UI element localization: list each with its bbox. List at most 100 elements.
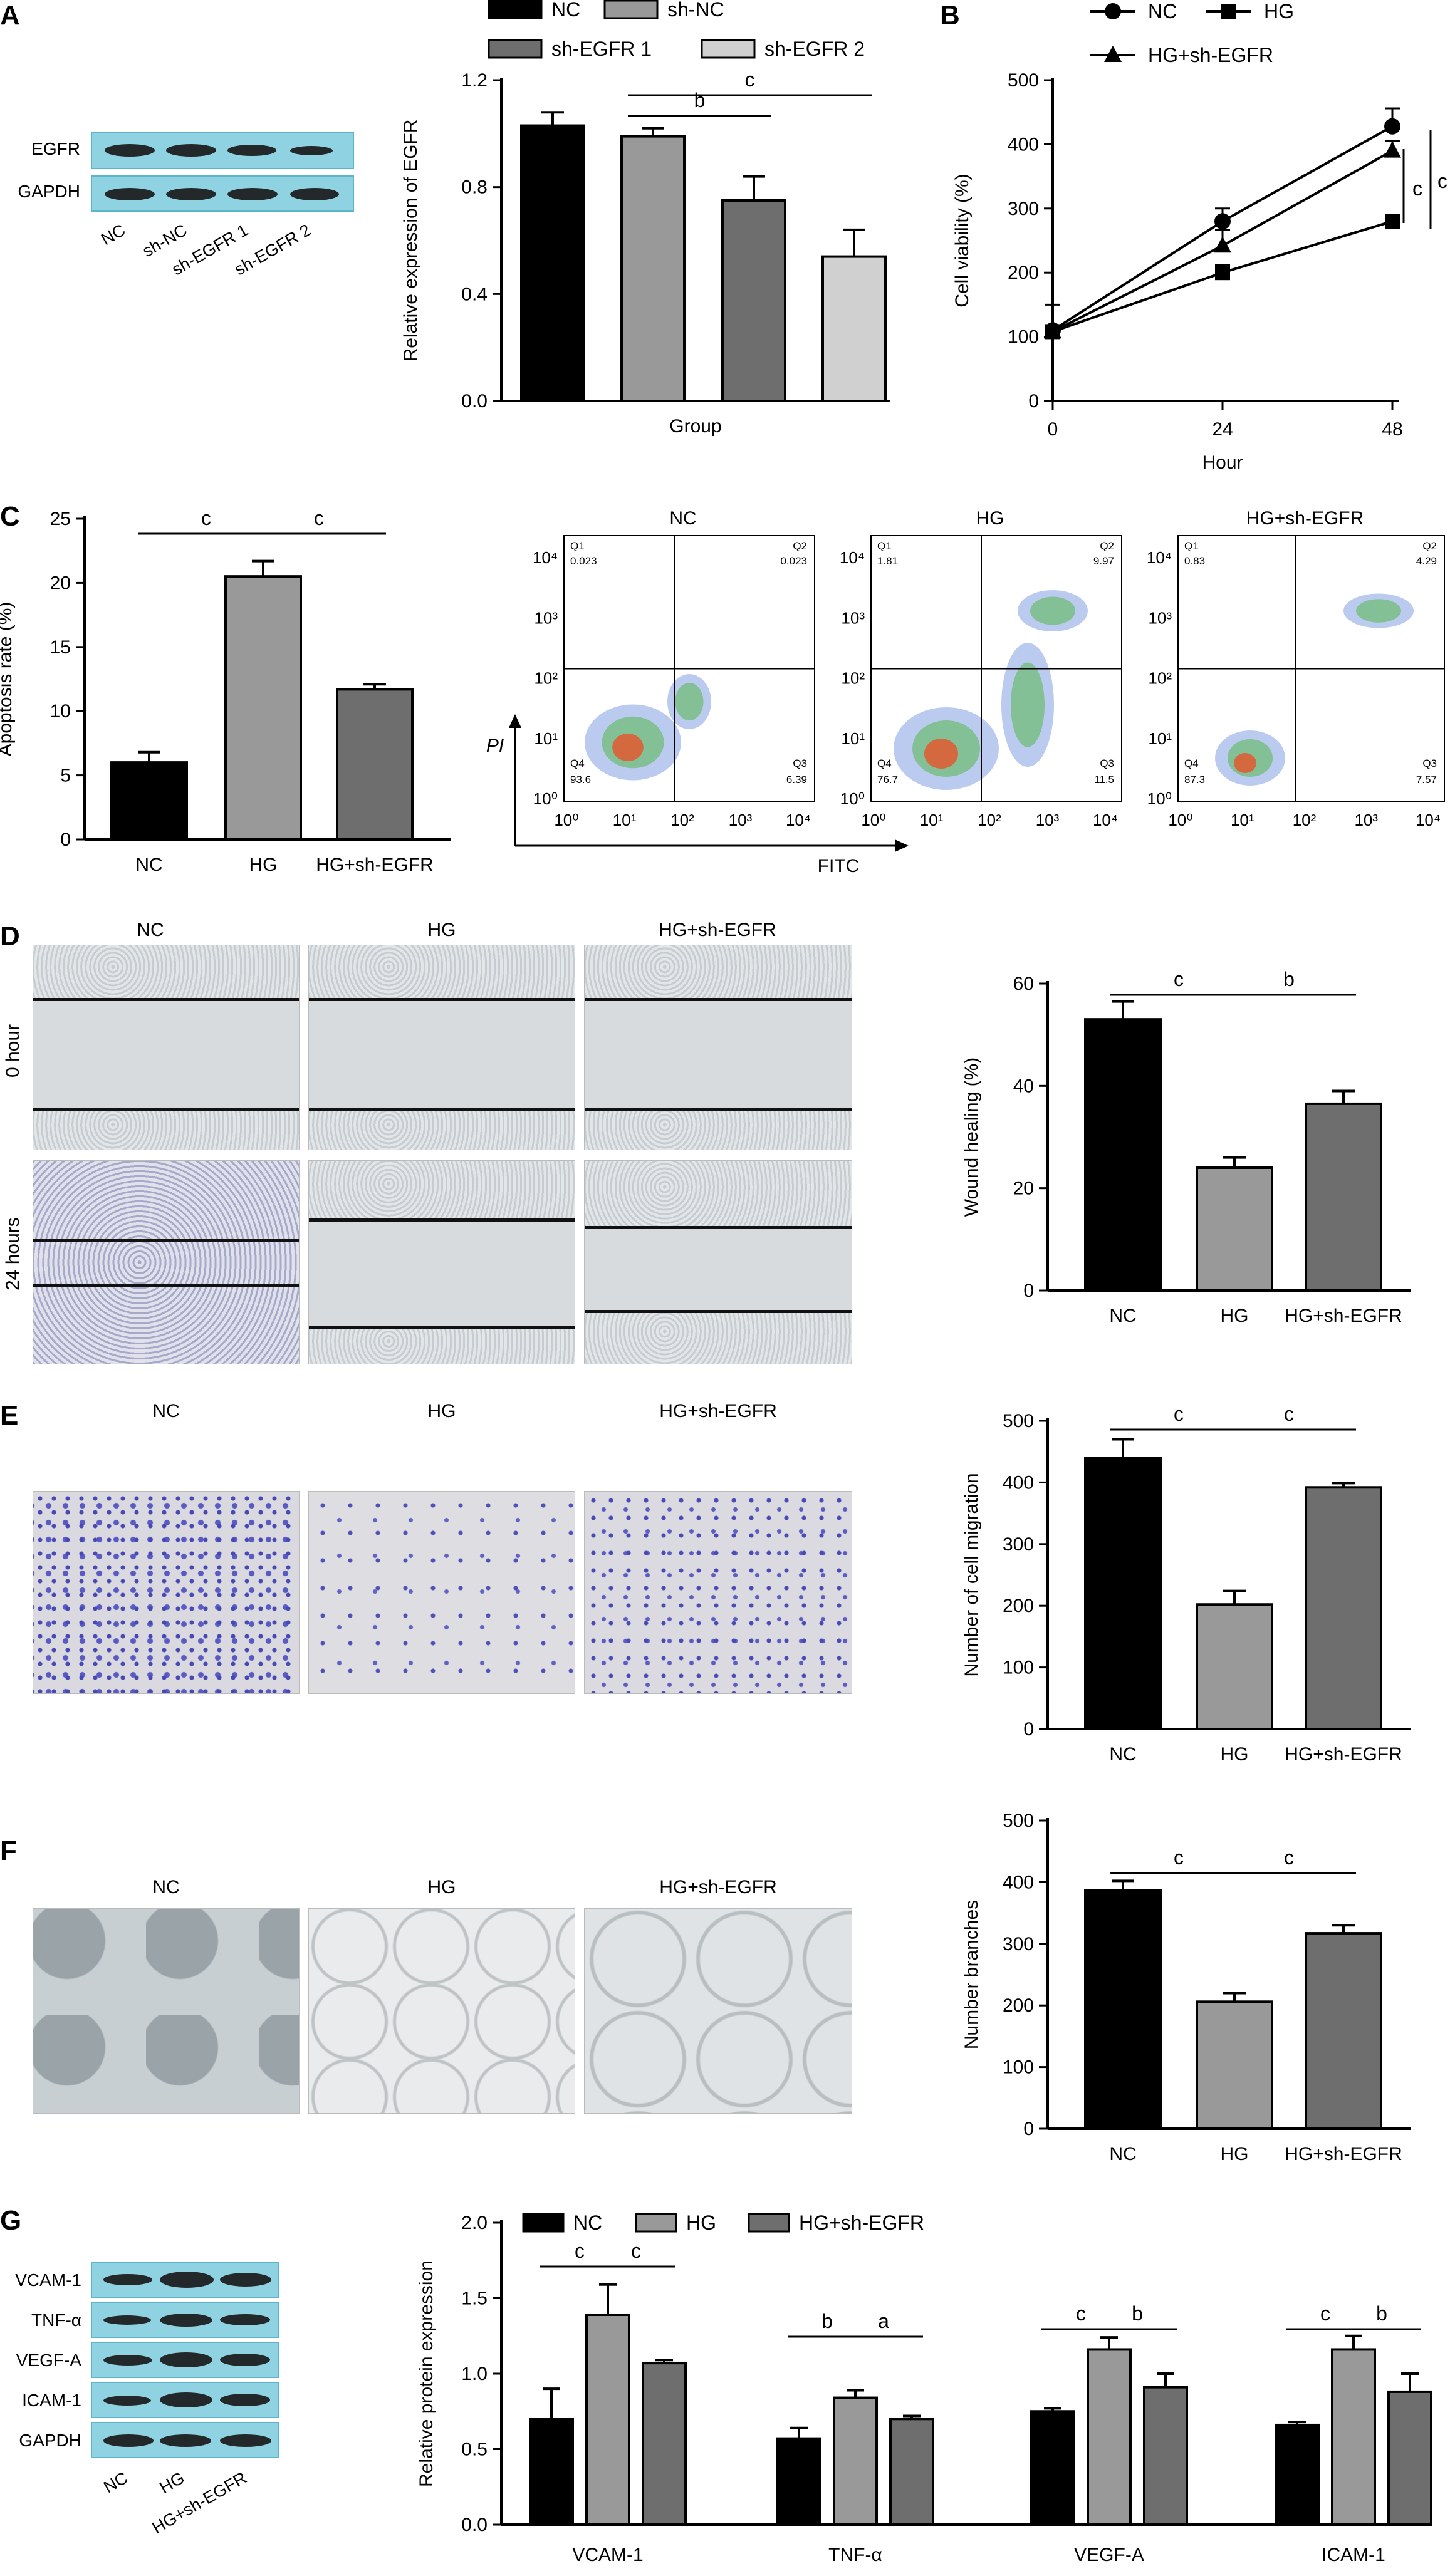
x-tick-label: HG	[1221, 1744, 1249, 1765]
flow-title: HG	[976, 508, 1004, 529]
y-tick-label: 0.5	[461, 2439, 488, 2460]
y-tick-label: 100	[1003, 2057, 1034, 2078]
quadrant-value: 4.29	[1416, 555, 1437, 567]
flow-y-tick: 10³	[841, 608, 865, 627]
significance-label: c	[1174, 968, 1184, 990]
point-HG+sh-EGFR	[1214, 236, 1231, 253]
bar-ICAM-1-HG	[1331, 2348, 1376, 2526]
blot-band	[166, 144, 216, 157]
y-tick-label: 300	[1003, 1534, 1034, 1555]
scratch-edge-line	[585, 1310, 852, 1313]
quadrant-label: Q4	[1184, 757, 1199, 769]
x-tick-label: TNF-α	[828, 2545, 882, 2565]
quadrant-label: Q1	[1184, 540, 1199, 552]
flow-x-tick: 10²	[670, 811, 694, 829]
y-tick-label: 40	[1013, 1076, 1034, 1096]
blot-band	[160, 2352, 212, 2367]
y-tick-label: 5	[60, 766, 71, 786]
flow-y-tick: 10²	[841, 669, 865, 688]
flow-density	[1030, 596, 1075, 625]
significance-label: b	[821, 2310, 833, 2332]
blot-g-label-tnfa: TNF-α	[31, 2310, 81, 2330]
x-tick-label: HG	[249, 854, 278, 875]
flow-y-tick: 10⁰	[533, 789, 558, 808]
f-title-hg: HG	[427, 1877, 456, 1898]
e-title-hg: HG	[427, 1401, 456, 1421]
panel-letter-e: E	[0, 1400, 19, 1431]
legend-label: sh-EGFR 2	[764, 38, 865, 60]
quadrant-label: Q1	[877, 540, 892, 552]
cell-layer	[585, 1310, 852, 1364]
flow-density-core	[612, 734, 644, 761]
scratch-edge-line	[33, 1108, 299, 1111]
cell-layer	[309, 945, 575, 999]
significance-label: c	[575, 2240, 585, 2262]
y-tick-label: 400	[1003, 1872, 1034, 1893]
y-tick-label: 0.0	[461, 391, 488, 412]
bar-ICAM-1-NC	[1275, 2423, 1320, 2526]
y-tick-label: 0.8	[461, 177, 488, 198]
bar-sh-EGFR 1	[721, 199, 786, 402]
y-tick-label: 400	[1008, 134, 1039, 155]
significance-label: a	[878, 2310, 889, 2332]
legend-marker	[1221, 4, 1236, 19]
blot-a-row-gapdh	[91, 175, 354, 212]
quadrant-value: 6.39	[786, 774, 807, 786]
y-axis-label: Relative protein expression	[416, 2260, 437, 2487]
x-tick-label: VEGF-A	[1074, 2545, 1144, 2565]
y-axis-label: Relative expression of EGFR	[400, 120, 421, 362]
flow-x-tick: 10³	[1036, 811, 1060, 829]
cell-layer	[309, 1326, 575, 1364]
bar-HG	[1196, 1603, 1273, 1730]
bar-HG	[1196, 2000, 1273, 2130]
blot-band	[220, 2394, 270, 2406]
y-tick-label: 0	[1028, 391, 1039, 412]
quadrant-label: Q1	[570, 540, 585, 552]
bar-NC	[110, 761, 188, 841]
legend-label: sh-EGFR 1	[551, 38, 652, 60]
arrow-head	[895, 839, 909, 852]
y-tick-label: 2.0	[461, 2213, 488, 2233]
blot-band	[220, 2434, 271, 2447]
significance-label: b	[1283, 968, 1295, 990]
bar-HG	[224, 575, 302, 841]
blot-band	[290, 188, 339, 200]
y-axis-label: Number branches	[961, 1900, 982, 2049]
cell-layer	[309, 1161, 575, 1218]
bar-NC	[1084, 1457, 1162, 1731]
flow-x-tick: 10⁰	[1168, 811, 1192, 829]
point-HG+sh-EGFR	[1384, 141, 1401, 158]
bar-VCAM-1-HG+sh-EGFR	[642, 2362, 687, 2526]
panel-letter-g: G	[0, 2205, 22, 2236]
x-tick-label: NC	[1109, 1306, 1136, 1326]
bar-VEGF-A-HG+sh-EGFR	[1143, 2386, 1188, 2526]
flow-x-label: FITC	[818, 856, 860, 876]
quadrant-value: 87.3	[1184, 774, 1205, 786]
significance-label: b	[694, 89, 706, 112]
bar-HG+sh-EGFR	[336, 688, 414, 841]
micro-d-hg-0h	[308, 945, 575, 1150]
significance-label: c	[1412, 177, 1422, 200]
arrow-head	[509, 714, 521, 728]
legend-label: HG+sh-EGFR	[799, 2211, 924, 2234]
blot-band	[103, 2355, 152, 2366]
flow-title: NC	[669, 508, 696, 529]
flow-y-tick: 10⁴	[840, 548, 865, 567]
e-title-hg-sh-egfr: HG+sh-EGFR	[659, 1401, 777, 1421]
quadrant-value: 9.97	[1093, 555, 1114, 567]
y-tick-label: 200	[1003, 1596, 1034, 1616]
legend-marker	[1104, 46, 1122, 62]
micro-e-nc	[33, 1491, 300, 1694]
legend-label: HG+sh-EGFR	[1148, 44, 1273, 66]
quadrant-value: 93.6	[570, 774, 591, 786]
blot-g-row-vegfa	[91, 2342, 279, 2378]
micro-d-hg-24h	[308, 1160, 575, 1364]
bar-NC	[520, 124, 585, 403]
micro-e-hg	[308, 1491, 575, 1694]
y-tick-label: 500	[1003, 1810, 1034, 1831]
x-tick-label: 0	[1048, 419, 1058, 440]
bar-HG+sh-EGFR	[1305, 1486, 1382, 1730]
y-tick-label: 0	[1023, 2119, 1034, 2139]
flow-density	[675, 683, 704, 720]
